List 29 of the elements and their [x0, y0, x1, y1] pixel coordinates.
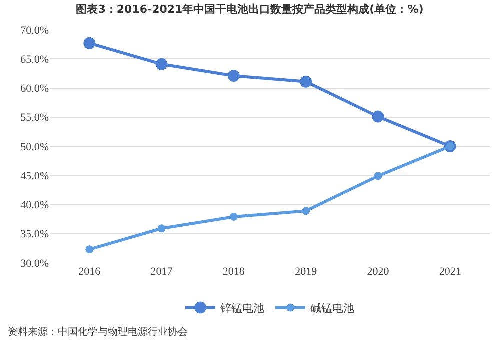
chart-title: 图表3：2016-2021年中国干电池出口数量按产品类型构成(单位：%) — [76, 2, 424, 16]
text: 资料来源：中国化学与物理电源行业协会 — [8, 326, 188, 338]
y-tick-label: 30.0% — [20, 258, 49, 270]
x-tick-label: 2019 — [295, 266, 318, 278]
point — [230, 212, 238, 221]
point — [372, 110, 384, 123]
y-tick-label: 65.0% — [20, 54, 49, 66]
legend-label: 锌锰电池 — [220, 302, 264, 316]
y-tick-label: 50.0% — [20, 141, 49, 154]
x-tick-label: 2016 — [78, 266, 102, 278]
x-tick-label: 2017 — [150, 266, 174, 278]
x-tick-label: 2021 — [439, 266, 462, 278]
y-tick-label: 45.0% — [20, 170, 49, 182]
y-tick-label: 40.0% — [20, 200, 49, 212]
y-tick-label: 60.0% — [20, 83, 49, 96]
y-tick-label: 35.0% — [20, 228, 49, 241]
point — [86, 246, 94, 254]
point — [156, 58, 168, 70]
x-tick-label: 2020 — [367, 266, 390, 278]
point — [84, 37, 96, 50]
point — [302, 207, 310, 216]
point — [158, 224, 166, 233]
legend-label: 碱锰电池 — [310, 302, 354, 316]
y-tick-label: 70.0% — [20, 24, 49, 37]
point — [374, 172, 382, 180]
point — [300, 76, 312, 88]
x-tick-label: 2018 — [222, 266, 246, 278]
y-tick-label: 55.0% — [20, 112, 49, 124]
point — [228, 70, 240, 82]
